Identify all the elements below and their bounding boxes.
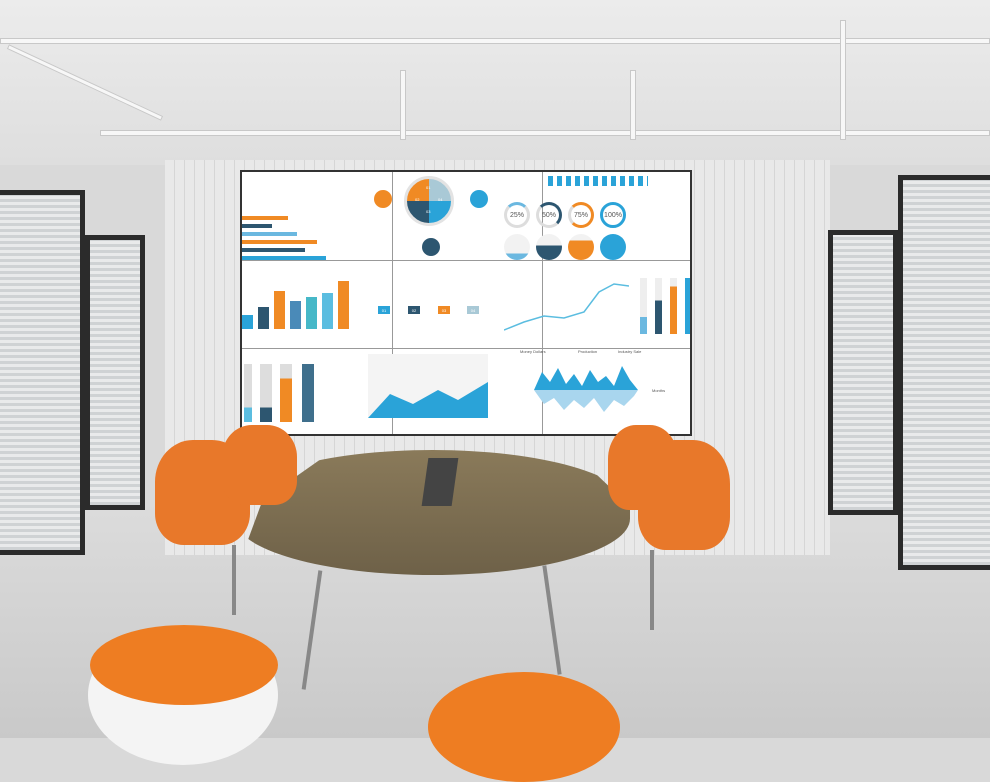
hbar bbox=[242, 248, 305, 252]
fill-circle bbox=[600, 234, 626, 260]
hbar bbox=[242, 240, 317, 244]
hbar bbox=[242, 224, 272, 228]
glass-door-right bbox=[828, 230, 898, 515]
segment-label: 01 bbox=[426, 185, 431, 190]
video-wall-dashboard: 01 02 03 04 25% 50% 75% 100% 01 02 03 04… bbox=[240, 170, 692, 436]
hbar bbox=[242, 216, 288, 220]
ceiling bbox=[0, 0, 990, 165]
progress-ring-75: 75% bbox=[568, 202, 594, 228]
fill-circle bbox=[504, 234, 530, 260]
vbar bbox=[685, 278, 690, 334]
monitor-icon bbox=[374, 190, 392, 208]
people-icons bbox=[548, 176, 648, 186]
tag: 01 bbox=[378, 306, 390, 314]
wave-chart bbox=[534, 366, 638, 412]
segment-label: 03 bbox=[426, 209, 431, 214]
hbar bbox=[242, 232, 297, 236]
segment-label: 02 bbox=[415, 197, 420, 202]
tag: 03 bbox=[438, 306, 450, 314]
progress-ring-50: 50% bbox=[536, 202, 562, 228]
x-axis-label: Months bbox=[652, 388, 666, 393]
column-chart bbox=[242, 267, 357, 329]
donut-chart: 01 02 03 04 bbox=[404, 176, 454, 226]
vbar bbox=[670, 278, 677, 334]
lock-icon bbox=[422, 238, 440, 256]
tag: 04 bbox=[467, 306, 479, 314]
progress-ring-100: 100% bbox=[600, 202, 626, 228]
y-axis-label: Money Dollars bbox=[520, 349, 546, 354]
hbar bbox=[242, 256, 326, 260]
stool-cushion bbox=[428, 672, 620, 782]
legend-industry-sale: Industry Sale bbox=[618, 349, 642, 354]
glass-partition-left bbox=[0, 190, 85, 555]
progress-ring-25: 25% bbox=[504, 202, 530, 228]
stool-cushion bbox=[90, 625, 278, 705]
cylinder bbox=[244, 364, 252, 422]
area-chart bbox=[368, 354, 488, 418]
vbar bbox=[640, 278, 647, 334]
glass-door-left bbox=[85, 235, 145, 510]
segment-label: 04 bbox=[438, 197, 443, 202]
fill-circle bbox=[536, 234, 562, 260]
orange-chair bbox=[638, 440, 730, 550]
network-icon bbox=[470, 190, 488, 208]
orange-chair bbox=[222, 425, 297, 505]
glass-partition-right bbox=[898, 175, 990, 570]
legend-production: Production bbox=[578, 349, 598, 354]
fill-circle bbox=[568, 234, 594, 260]
cylinder bbox=[260, 364, 272, 422]
cylinder bbox=[280, 364, 292, 422]
cylinder bbox=[302, 364, 314, 422]
line-chart bbox=[504, 283, 629, 331]
wave-legend: Money Dollars Production Industry Sale bbox=[520, 348, 690, 356]
vbar bbox=[655, 278, 662, 334]
tag: 02 bbox=[408, 306, 420, 314]
